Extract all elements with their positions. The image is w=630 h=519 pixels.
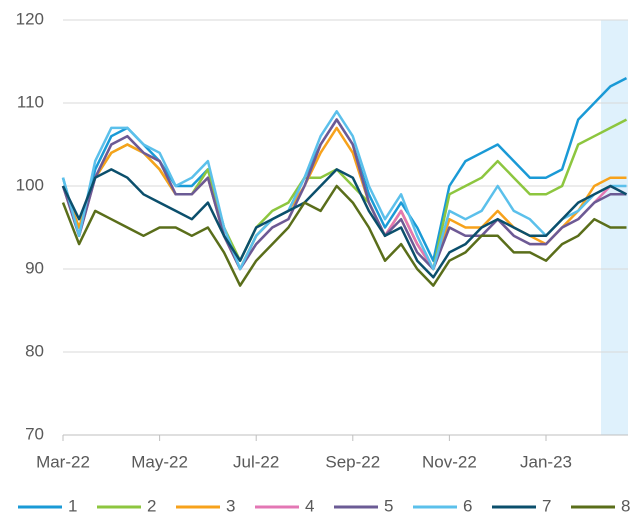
legend-label: 8 bbox=[621, 496, 630, 515]
legend-label: 4 bbox=[305, 496, 314, 515]
series-line bbox=[61, 110, 627, 271]
y-tick-label: 100 bbox=[16, 175, 44, 194]
series-line bbox=[61, 118, 627, 271]
y-tick-label: 80 bbox=[25, 341, 44, 360]
y-tick-label: 70 bbox=[25, 424, 44, 443]
legend-label: 2 bbox=[147, 496, 156, 515]
legend-label: 3 bbox=[226, 496, 235, 515]
series-line bbox=[61, 184, 627, 287]
series-line bbox=[61, 126, 627, 271]
series-line bbox=[61, 168, 628, 279]
y-tick-label: 110 bbox=[17, 92, 44, 111]
legend-label: 5 bbox=[384, 496, 393, 515]
x-tick-label: Nov-22 bbox=[422, 452, 477, 471]
x-tick-label: May-22 bbox=[131, 452, 188, 471]
x-tick-label: Jul-22 bbox=[233, 452, 279, 471]
legend-label: 6 bbox=[463, 496, 472, 515]
legend-label: 7 bbox=[542, 496, 551, 515]
y-tick-label: 120 bbox=[16, 9, 44, 28]
x-tick-label: Sep-22 bbox=[325, 452, 380, 471]
x-tick-label: Mar-22 bbox=[36, 452, 90, 471]
x-tick-label: Jan-23 bbox=[520, 452, 572, 471]
y-tick-label: 90 bbox=[25, 258, 44, 277]
legend-label: 1 bbox=[68, 496, 77, 515]
